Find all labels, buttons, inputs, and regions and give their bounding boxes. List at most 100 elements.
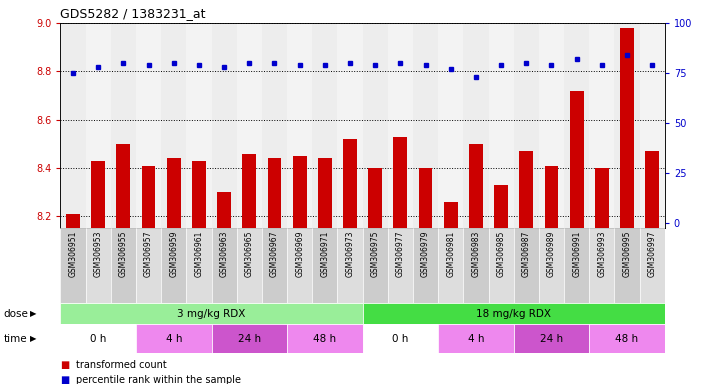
Text: GSM306977: GSM306977 [396,231,405,277]
Text: GSM306957: GSM306957 [144,231,153,277]
Bar [646,151,659,228]
Bar [545,166,558,228]
Bar [564,23,589,228]
Text: dose: dose [4,309,28,319]
Bar [570,91,584,228]
Text: GSM306975: GSM306975 [370,231,380,277]
Bar [262,23,287,228]
Text: GSM306951: GSM306951 [68,231,77,277]
Bar [136,228,161,303]
Text: GSM306981: GSM306981 [447,231,455,277]
Bar [413,23,438,228]
Bar [60,228,85,303]
Bar [318,158,332,228]
Text: GSM306973: GSM306973 [346,231,355,277]
Bar [237,228,262,303]
Text: GSM306967: GSM306967 [270,231,279,277]
Text: GSM306993: GSM306993 [597,231,606,277]
Text: GSM306987: GSM306987 [522,231,531,277]
Bar [287,23,312,228]
Text: GSM306953: GSM306953 [94,231,102,277]
Bar [287,228,312,303]
Text: 4 h: 4 h [166,334,182,344]
Bar [262,228,287,303]
Bar [267,158,282,228]
Bar [242,154,256,228]
Bar [85,23,111,228]
Bar [464,23,488,228]
Bar [564,228,589,303]
Bar [60,23,85,228]
Text: ▶: ▶ [30,310,36,318]
Bar [387,228,413,303]
Text: GSM306983: GSM306983 [471,231,481,277]
Text: 24 h: 24 h [237,334,261,344]
Bar [136,23,161,228]
Text: ■: ■ [60,375,70,384]
Bar [419,168,432,228]
Bar [60,303,363,324]
Bar [438,23,464,228]
Bar [363,303,665,324]
Bar [469,144,483,228]
Text: GSM306963: GSM306963 [220,231,229,277]
Bar [413,228,438,303]
Text: 4 h: 4 h [468,334,484,344]
Bar [111,23,136,228]
Bar [363,324,438,353]
Text: GSM306961: GSM306961 [194,231,203,277]
Bar [192,161,206,228]
Bar [539,23,564,228]
Text: 48 h: 48 h [314,334,336,344]
Bar [212,23,237,228]
Bar [111,228,136,303]
Text: GSM306995: GSM306995 [623,231,631,277]
Bar [438,228,464,303]
Bar [312,23,338,228]
Bar [387,23,413,228]
Bar [589,324,665,353]
Text: 18 mg/kg RDX: 18 mg/kg RDX [476,309,551,319]
Bar [60,324,136,353]
Text: transformed count: transformed count [76,360,167,371]
Bar [488,23,514,228]
Text: ▶: ▶ [30,334,36,343]
Bar [620,28,634,228]
Bar [141,166,156,228]
Bar [66,214,80,228]
Bar [343,139,357,228]
Bar [287,324,363,353]
Text: ■: ■ [60,360,70,371]
Bar [161,228,186,303]
Bar [614,23,640,228]
Bar [614,228,640,303]
Text: GSM306989: GSM306989 [547,231,556,277]
Bar [514,324,589,353]
Bar [363,23,387,228]
Bar [161,23,186,228]
Text: GSM306971: GSM306971 [321,231,329,277]
Text: GSM306965: GSM306965 [245,231,254,277]
Bar [640,228,665,303]
Bar [589,228,614,303]
Text: 24 h: 24 h [540,334,563,344]
Text: GSM306997: GSM306997 [648,231,657,277]
Bar [167,158,181,228]
Text: GSM306955: GSM306955 [119,231,128,277]
Bar [212,324,287,353]
Bar [186,23,212,228]
Bar [338,23,363,228]
Bar [444,202,458,228]
Bar [464,228,488,303]
Bar [136,324,212,353]
Bar [212,228,237,303]
Text: 0 h: 0 h [392,334,409,344]
Bar [494,185,508,228]
Text: GDS5282 / 1383231_at: GDS5282 / 1383231_at [60,7,206,20]
Bar [514,23,539,228]
Text: percentile rank within the sample: percentile rank within the sample [76,375,241,384]
Bar [640,23,665,228]
Bar [363,228,387,303]
Text: 48 h: 48 h [616,334,638,344]
Bar [514,228,539,303]
